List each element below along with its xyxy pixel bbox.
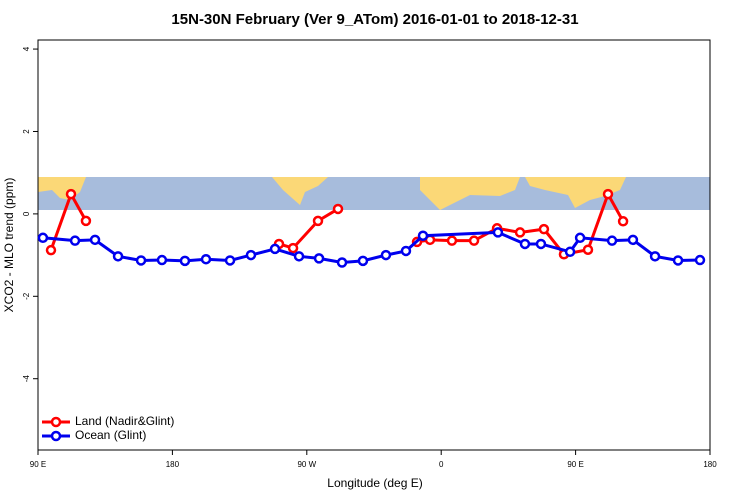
legend-label: Ocean (Glint) bbox=[75, 428, 146, 442]
data-point bbox=[417, 230, 429, 241]
data-point bbox=[245, 249, 257, 261]
data-point bbox=[224, 255, 236, 266]
data-point bbox=[535, 238, 547, 250]
y-axis-label: XCO2 - MLO trend (ppm) bbox=[2, 178, 16, 313]
data-point bbox=[312, 215, 324, 227]
x-tick-label: 90 E bbox=[567, 460, 583, 469]
data-point bbox=[287, 242, 299, 254]
data-point bbox=[400, 245, 412, 257]
legend-marker bbox=[50, 430, 62, 442]
data-point bbox=[468, 235, 480, 246]
data-point bbox=[627, 234, 639, 246]
data-point bbox=[336, 257, 348, 268]
y-tick-label: 0 bbox=[22, 211, 31, 216]
series-line bbox=[278, 207, 339, 250]
x-tick-label: 90 E bbox=[30, 460, 46, 469]
series-line bbox=[42, 230, 701, 265]
data-point bbox=[179, 255, 191, 267]
data-point bbox=[357, 255, 369, 267]
data-point bbox=[89, 234, 101, 246]
x-axis-label: Longitude (deg E) bbox=[327, 476, 422, 490]
map-land bbox=[420, 177, 520, 210]
data-point bbox=[135, 255, 147, 266]
data-point bbox=[45, 244, 57, 256]
y-tick-label: 2 bbox=[22, 129, 31, 134]
data-point bbox=[69, 235, 81, 246]
data-point bbox=[332, 203, 344, 215]
chart-title: 15N-30N February (Ver 9_ATom) 2016-01-01… bbox=[171, 11, 578, 28]
map-band bbox=[38, 177, 710, 210]
data-point bbox=[617, 216, 629, 227]
legend-marker bbox=[50, 416, 62, 428]
x-tick-label: 180 bbox=[703, 460, 717, 469]
data-point bbox=[538, 223, 550, 235]
data-point bbox=[492, 227, 504, 238]
map-land bbox=[525, 177, 626, 208]
data-point bbox=[602, 188, 614, 200]
data-point bbox=[200, 253, 212, 265]
x-tick-label: 90 W bbox=[297, 460, 316, 469]
x-tick-label: 0 bbox=[439, 460, 444, 469]
data-point bbox=[694, 254, 706, 266]
y-tick-label: -2 bbox=[22, 292, 31, 300]
data-point bbox=[672, 255, 684, 266]
y-tick-label: -4 bbox=[22, 375, 31, 383]
data-point bbox=[649, 251, 661, 262]
data-point bbox=[37, 232, 49, 244]
data-point bbox=[80, 215, 92, 227]
data-point bbox=[156, 254, 168, 266]
data-point bbox=[514, 227, 526, 238]
data-point bbox=[574, 232, 586, 244]
data-point bbox=[582, 244, 594, 255]
legend-label: Land (Nadir&Glint) bbox=[75, 414, 174, 428]
data-point bbox=[293, 251, 305, 262]
data-point bbox=[65, 188, 77, 200]
data-point bbox=[269, 243, 281, 255]
data-point bbox=[564, 246, 576, 258]
data-point bbox=[519, 238, 531, 250]
data-point bbox=[606, 235, 618, 246]
x-tick-label: 180 bbox=[166, 460, 180, 469]
y-tick-label: 4 bbox=[22, 46, 31, 51]
data-point bbox=[112, 251, 124, 262]
map-land bbox=[272, 177, 328, 205]
plot-frame bbox=[37, 39, 711, 451]
data-point bbox=[380, 249, 392, 261]
data-point bbox=[313, 253, 325, 264]
data-point bbox=[446, 235, 458, 246]
